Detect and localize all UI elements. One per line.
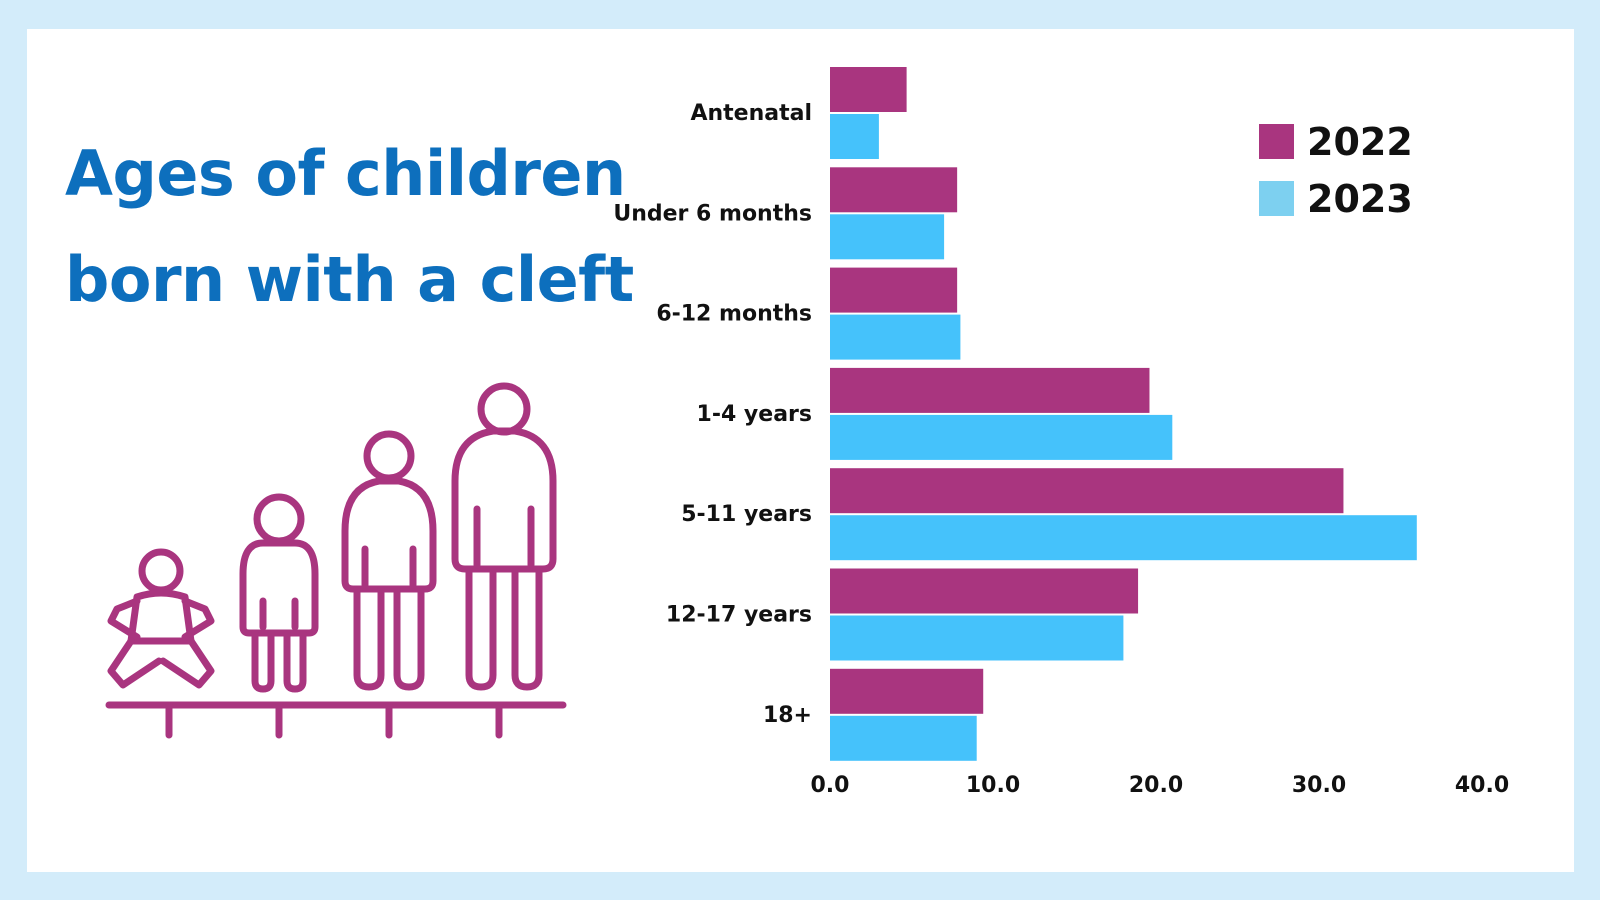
bar-2022-0 [830,67,907,112]
x-tick-label: 30.0 [1292,773,1346,798]
category-label: 18+ [763,703,812,728]
title-line-1: Ages of children [65,137,626,210]
child-figure [341,430,437,691]
toddler-figure [239,493,319,693]
bar-chart: Antenatal Under 6 months 6-12 months 1-4 ye… [613,67,1510,798]
category-label: 5-11 years [681,502,812,527]
baby-figure [107,548,215,689]
legend-label-2023: 2023 [1307,177,1413,221]
bar-2023-2 [830,314,961,360]
x-tick-label: 10.0 [966,773,1020,798]
category-label: Antenatal [690,101,812,126]
teen-figure [451,382,557,691]
bar-2023-5 [830,615,1124,661]
x-tick-label: 0.0 [811,773,850,798]
bar-2022-3 [830,367,1150,413]
bar-2023-4 [830,515,1417,561]
legend-swatch-2022 [1259,124,1294,159]
legend-swatch-2023 [1259,181,1294,216]
children-growing-icon [105,382,567,739]
bar-2023-3 [830,414,1173,460]
title-line-2: born with a cleft [65,243,634,316]
infographic-card: Ages of children born with a cleft [27,29,1574,872]
category-label: 6-12 months [656,302,812,327]
bar-2022-2 [830,267,958,313]
category-label: 12-17 years [666,603,812,628]
bar-2023-1 [830,214,945,260]
bar-2022-1 [830,167,958,213]
legend-label-2022: 2022 [1307,120,1413,164]
x-tick-label: 20.0 [1129,773,1183,798]
bar-2022-6 [830,668,984,714]
category-label: 1-4 years [697,402,812,427]
x-axis-tick-labels: 0.0 10.0 20.0 30.0 40.0 [811,773,1510,798]
x-tick-label: 40.0 [1455,773,1509,798]
category-labels: Antenatal Under 6 months 6-12 months 1-4 ye… [613,101,812,728]
category-label: Under 6 months [613,201,812,226]
bars-group [830,67,1417,761]
bar-2023-0 [830,114,879,159]
bar-2023-6 [830,715,977,761]
legend: 2022 2023 [1259,120,1413,221]
page-title: Ages of children born with a cleft [65,121,665,333]
bar-2022-4 [830,468,1344,514]
bar-2022-5 [830,568,1139,614]
